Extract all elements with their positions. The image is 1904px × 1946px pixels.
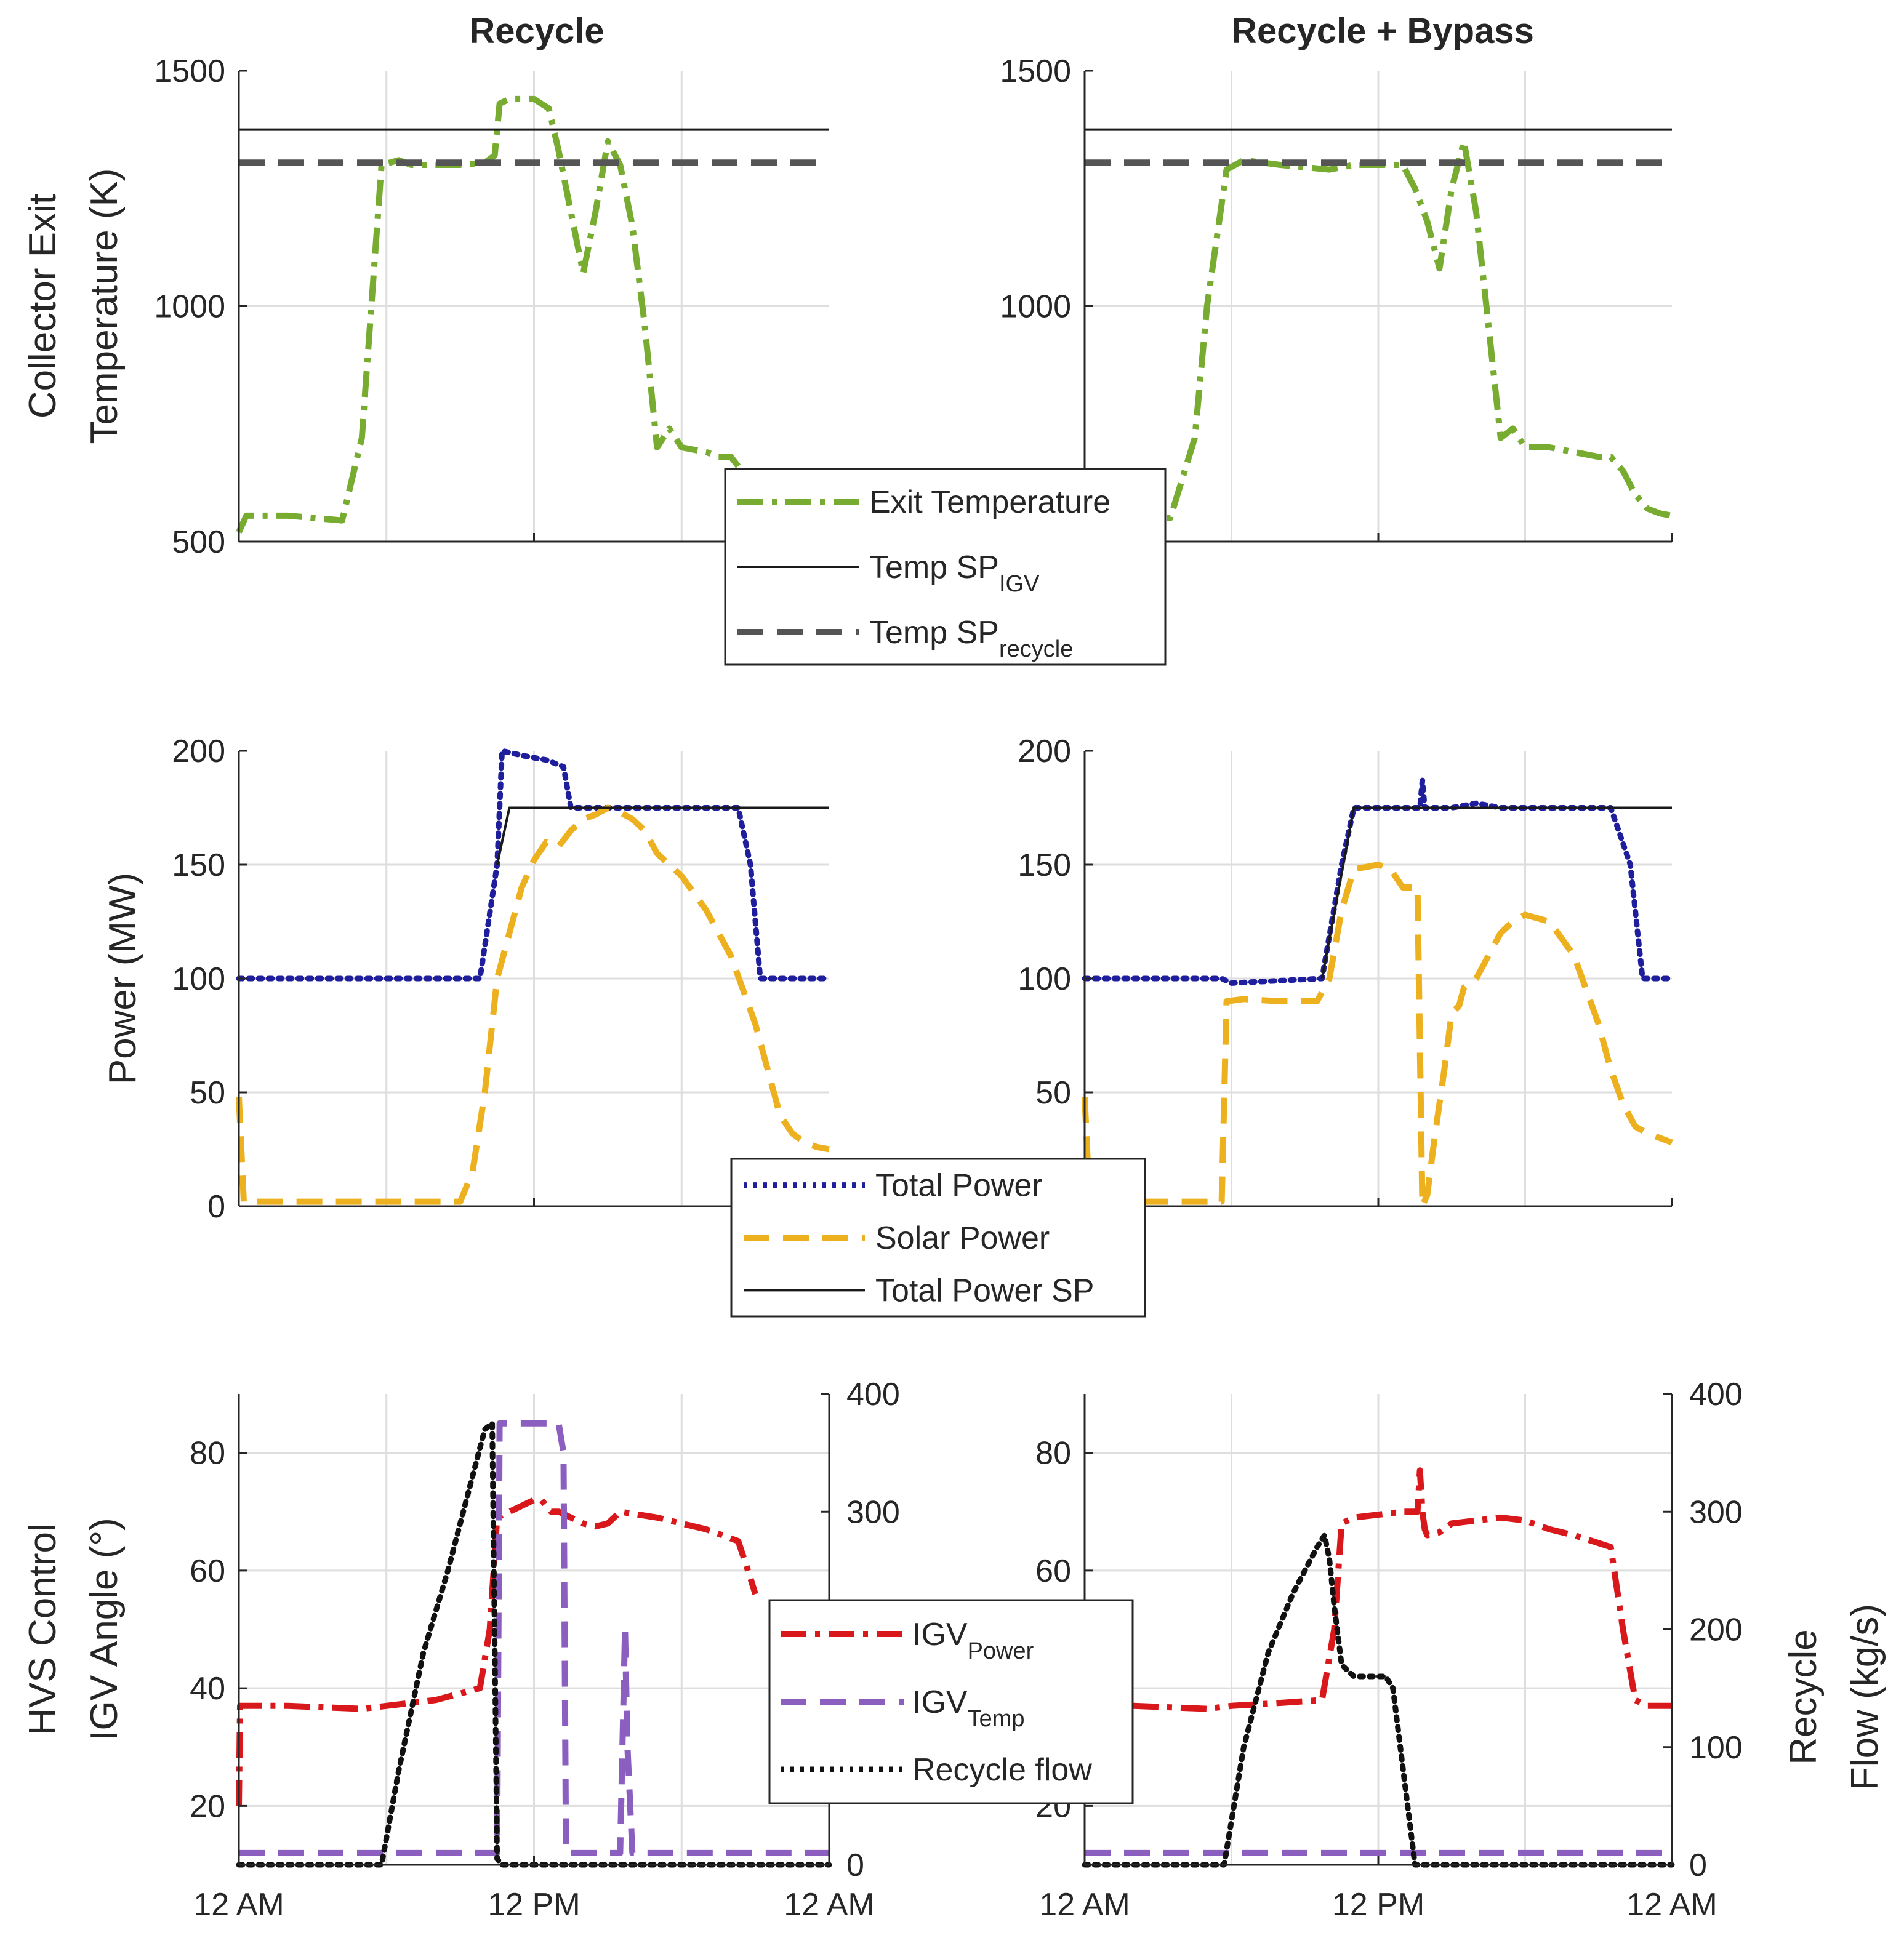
y-tick-label: 1000	[154, 289, 225, 325]
x-tick-label: 12 AM	[1039, 1887, 1130, 1923]
y-tick-label: 0	[207, 1189, 225, 1225]
y-tick-label: 100	[172, 961, 225, 997]
x-tick-label: 12 PM	[488, 1887, 580, 1923]
y-tick-label: 50	[1035, 1075, 1071, 1111]
legend-subscript: recycle	[999, 636, 1073, 662]
y-tick-label: 80	[1035, 1436, 1071, 1472]
y-tick-label: 1500	[154, 54, 225, 89]
label-layer: Collector Exit Temperature (K) Power (MW) H…	[22, 169, 1886, 1791]
right-y-tick-label: 300	[1689, 1494, 1743, 1530]
y-tick-label: 150	[172, 847, 225, 883]
legend-label-recycle-flow: Recycle flow	[912, 1752, 1092, 1788]
panel-r1-c0: 0 50 100 150 200	[172, 734, 832, 1225]
legend-label-exit-temperature: Exit Temperature	[869, 484, 1111, 520]
series-exit-temperature	[1084, 138, 1673, 521]
y-tick-label: 40	[190, 1671, 225, 1707]
series-solar-power	[236, 804, 830, 1205]
series-igv-power	[1085, 1467, 1672, 1712]
x-tick-label: 12 AM	[784, 1887, 874, 1923]
series-igv-temp	[239, 1420, 829, 1856]
y-axis-label: Power (MW)	[102, 873, 144, 1084]
y-axis-label: Temperature (K)	[83, 169, 126, 444]
y-tick-label: 500	[172, 524, 225, 560]
series-total-power	[236, 748, 832, 982]
y-tick-label: 150	[1018, 847, 1071, 883]
series-igv-power	[236, 1497, 758, 1806]
y-axis-label: Collector Exit	[22, 194, 64, 418]
right-y-axis-label: Recycle	[1782, 1629, 1825, 1765]
right-y-tick-label: 400	[1689, 1377, 1743, 1412]
legend-label-total-power: Total Power	[875, 1168, 1043, 1204]
y-axis-label: HVS Control	[22, 1523, 64, 1736]
y-tick-label: 50	[190, 1075, 225, 1111]
right-y-tick-label: 400	[846, 1377, 900, 1412]
y-tick-label: 1500	[1000, 54, 1071, 89]
y-tick-label: 200	[1018, 734, 1071, 769]
y-axis-label: IGV Angle (°)	[83, 1518, 126, 1741]
y-tick-label: 100	[1018, 961, 1071, 997]
column-title-recycle: Recycle	[469, 11, 604, 51]
legend-subscript: Temp	[968, 1706, 1025, 1732]
legend-row-1: Total Power Solar Power Total Power SP	[730, 1158, 1146, 1318]
x-tick-label: 12 PM	[1332, 1887, 1424, 1923]
series-exit-temperature	[236, 95, 741, 534]
legend-subscript: IGV	[999, 571, 1040, 597]
panel-r0-c0: 500 1000 1500	[154, 54, 830, 560]
legend-label-total-power-sp: Total Power SP	[875, 1273, 1095, 1308]
y-tick-label: 60	[190, 1553, 225, 1589]
series-solar-power	[1082, 862, 1673, 1209]
right-y-axis-label: Flow (kg/s)	[1844, 1604, 1886, 1790]
series-total-power-sp	[496, 806, 829, 865]
x-tick-label: 12 AM	[193, 1887, 284, 1923]
y-tick-label: 200	[172, 734, 225, 769]
y-tick-label: 1000	[1000, 289, 1071, 325]
plot-layer: 5001000150050010001500050100150200050100…	[154, 54, 1742, 1923]
legend-subscript: Power	[968, 1638, 1034, 1664]
y-tick-label: 20	[190, 1788, 225, 1824]
series-recycle-flow	[1082, 1532, 1675, 1868]
y-tick-label: 80	[190, 1436, 225, 1472]
column-title-recycle-bypass: Recycle + Bypass	[1231, 11, 1534, 51]
right-y-tick-label: 0	[1689, 1848, 1707, 1883]
series-total-power-sp	[1320, 806, 1672, 979]
right-y-tick-label: 300	[846, 1494, 900, 1530]
right-y-tick-label: 200	[1689, 1612, 1743, 1648]
legend-label-solar-power: Solar Power	[875, 1220, 1050, 1256]
right-y-tick-label: 0	[846, 1848, 864, 1883]
x-tick-label: 12 AM	[1626, 1887, 1717, 1923]
right-y-tick-label: 100	[1689, 1730, 1743, 1766]
y-tick-label: 60	[1035, 1553, 1071, 1589]
